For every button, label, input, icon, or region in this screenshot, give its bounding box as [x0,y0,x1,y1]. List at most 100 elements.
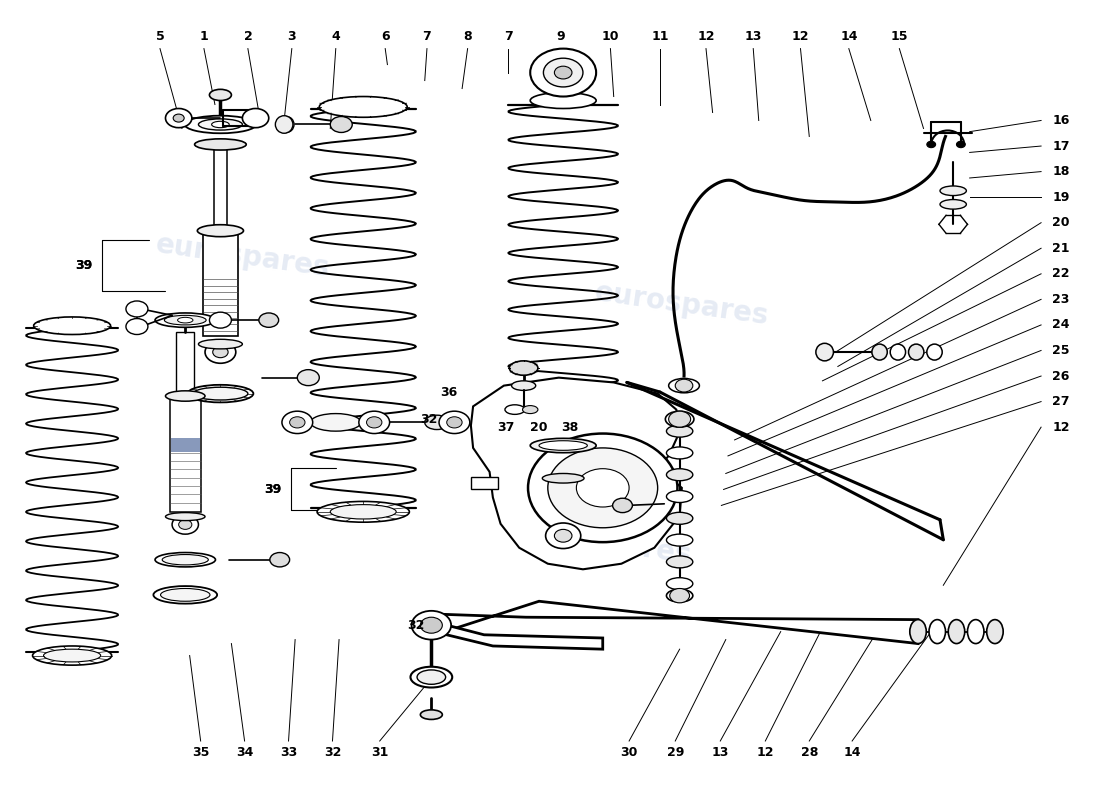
FancyBboxPatch shape [471,478,498,490]
Circle shape [411,611,451,639]
Ellipse shape [542,474,584,483]
Circle shape [439,411,470,434]
Text: 21: 21 [1052,242,1069,254]
Circle shape [178,520,191,530]
Ellipse shape [667,425,693,437]
FancyBboxPatch shape [213,145,227,230]
Polygon shape [431,602,918,643]
Circle shape [546,523,581,549]
Circle shape [270,553,289,567]
Ellipse shape [187,385,253,402]
Ellipse shape [420,710,442,719]
Text: 30: 30 [620,746,638,759]
Text: 39: 39 [264,483,282,496]
Ellipse shape [34,317,111,334]
Text: 14: 14 [844,746,861,759]
FancyBboxPatch shape [170,438,199,451]
Ellipse shape [667,512,693,524]
Ellipse shape [425,415,449,430]
Ellipse shape [153,586,217,604]
Circle shape [359,411,389,434]
Text: 18: 18 [1053,165,1069,178]
Circle shape [125,301,147,317]
Text: 38: 38 [561,421,579,434]
Circle shape [576,469,629,507]
Text: 31: 31 [371,746,388,759]
Text: 2: 2 [243,30,252,43]
Circle shape [669,411,691,427]
Circle shape [282,411,312,434]
Ellipse shape [317,502,409,522]
Text: 12: 12 [757,746,774,759]
Circle shape [172,515,198,534]
Ellipse shape [909,344,924,360]
Text: 7: 7 [422,30,431,43]
Text: 13: 13 [712,746,729,759]
Circle shape [165,109,191,128]
Text: 17: 17 [1052,139,1069,153]
Ellipse shape [33,646,112,665]
Circle shape [209,312,231,328]
Text: 3: 3 [287,30,296,43]
Text: 19: 19 [1053,190,1069,204]
Circle shape [554,66,572,79]
Circle shape [258,313,278,327]
Text: 39: 39 [264,483,282,496]
FancyBboxPatch shape [547,448,580,524]
Text: 12: 12 [792,30,810,43]
Text: eurospares: eurospares [153,230,331,282]
Ellipse shape [667,490,693,502]
Ellipse shape [278,117,294,133]
Ellipse shape [666,411,694,427]
Text: 20: 20 [530,421,548,434]
Ellipse shape [948,620,965,643]
Ellipse shape [165,391,205,401]
Text: eurospares: eurospares [593,278,771,330]
Ellipse shape [890,344,905,360]
FancyBboxPatch shape [169,396,200,512]
Ellipse shape [44,649,101,662]
Ellipse shape [198,339,242,349]
Text: 39: 39 [76,259,92,272]
Ellipse shape [211,122,229,128]
Text: 9: 9 [557,30,565,43]
Text: 36: 36 [440,386,458,398]
Circle shape [670,589,690,603]
Ellipse shape [816,343,834,361]
Circle shape [125,318,147,334]
Text: 15: 15 [891,30,909,43]
Ellipse shape [209,90,231,101]
Text: 11: 11 [651,30,669,43]
Ellipse shape [530,93,596,109]
Text: 25: 25 [1052,344,1069,357]
Ellipse shape [927,344,943,360]
Circle shape [242,109,268,128]
Circle shape [447,417,462,428]
Ellipse shape [417,670,446,684]
FancyBboxPatch shape [202,230,238,336]
Text: 28: 28 [801,746,818,759]
Ellipse shape [987,620,1003,643]
Text: 35: 35 [192,746,209,759]
FancyBboxPatch shape [176,332,194,396]
Text: 16: 16 [1053,114,1069,127]
Ellipse shape [155,313,216,327]
Ellipse shape [940,186,967,195]
Text: 29: 29 [667,746,684,759]
Ellipse shape [667,534,693,546]
Text: 6: 6 [381,30,389,43]
Ellipse shape [512,381,536,390]
Ellipse shape [195,139,246,150]
Text: 24: 24 [1052,318,1069,331]
Ellipse shape [162,554,208,565]
Text: 4: 4 [331,30,340,43]
Circle shape [957,142,966,148]
Text: 26: 26 [1053,370,1069,382]
Text: 32: 32 [323,746,341,759]
Circle shape [554,530,572,542]
Ellipse shape [161,589,210,602]
Ellipse shape [872,344,888,360]
Polygon shape [431,622,603,649]
Text: 34: 34 [235,746,253,759]
Ellipse shape [667,578,693,590]
